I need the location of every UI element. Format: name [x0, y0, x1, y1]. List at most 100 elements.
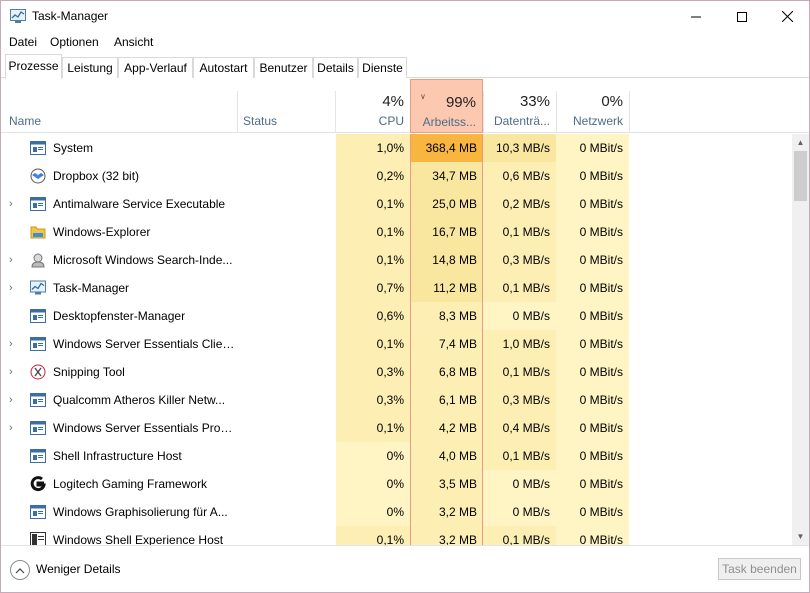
- cpu-total-percent: 4%: [382, 93, 404, 110]
- column-cpu[interactable]: 4% CPU: [336, 79, 410, 133]
- expand-chevron-icon[interactable]: ›: [9, 338, 13, 350]
- scroll-down-icon[interactable]: ▼: [796, 532, 805, 541]
- column-divider[interactable]: [556, 91, 557, 133]
- process-row[interactable]: › Windows Server Essentials Clien... 0,1% 7…: [1, 330, 792, 358]
- tab-prozesse[interactable]: Prozesse: [5, 54, 62, 79]
- disk-label: Datenträ...: [493, 114, 550, 128]
- process-disk-value: 10,3 MB/s: [483, 134, 556, 162]
- expand-chevron-icon[interactable]: ›: [9, 366, 13, 378]
- process-disk-value: 0 MB/s: [483, 470, 556, 498]
- close-button[interactable]: [764, 1, 809, 32]
- process-row[interactable]: › Task-Manager 0,7% 11,2 MB 0,1 MB/s 0 MBit/s: [1, 274, 792, 302]
- expand-chevron-icon[interactable]: ›: [9, 254, 13, 266]
- process-disk-value: 0,3 MB/s: [483, 386, 556, 414]
- memory-total-percent: 99%: [445, 94, 476, 111]
- process-disk-value: 0,6 MB/s: [483, 162, 556, 190]
- process-network-value: 0 MBit/s: [556, 358, 629, 386]
- process-name: Qualcomm Atheros Killer Netw...: [53, 393, 226, 407]
- process-name: Windows Shell Experience Host: [53, 533, 224, 545]
- expand-chevron-icon[interactable]: ›: [9, 198, 13, 210]
- process-row[interactable]: Windows-Explorer 0,1% 16,7 MB 0,1 MB/s 0 MBi…: [1, 218, 792, 246]
- process-list: System 1,0% 368,4 MB 10,3 MB/s 0 MBit/s Dropb…: [1, 134, 792, 545]
- maximize-icon: [737, 11, 747, 22]
- column-name[interactable]: Name: [9, 114, 42, 128]
- title-bar[interactable]: Task-Manager: [1, 1, 809, 32]
- process-row[interactable]: › Snipping Tool 0,3% 6,8 MB 0,1 MB/s 0 MBit/s: [1, 358, 792, 386]
- process-cpu-value: 0%: [336, 470, 410, 498]
- scroll-thumb[interactable]: [794, 151, 807, 201]
- menu-ansicht[interactable]: Ansicht: [114, 35, 154, 49]
- minimize-button[interactable]: [673, 1, 719, 32]
- process-row[interactable]: Logitech Gaming Framework 0% 3,5 MB 0 MB/s 0…: [1, 470, 792, 498]
- column-divider[interactable]: [629, 91, 630, 133]
- cpu-label: CPU: [378, 114, 404, 128]
- fewer-details-label[interactable]: Weniger Details: [36, 562, 121, 576]
- process-disk-value: 0,2 MB/s: [483, 190, 556, 218]
- sort-descending-icon: ∨: [420, 92, 426, 101]
- column-divider[interactable]: [483, 91, 484, 133]
- column-disk[interactable]: 33% Datenträ...: [483, 79, 556, 133]
- process-network-value: 0 MBit/s: [556, 386, 629, 414]
- process-row[interactable]: Desktopfenster-Manager 0,6% 8,3 MB 0 MB/s 0 …: [1, 302, 792, 330]
- task-manager-icon: [10, 9, 26, 23]
- scroll-up-icon[interactable]: ▲: [796, 138, 805, 147]
- column-network[interactable]: 0% Netzwerk: [556, 79, 629, 133]
- process-row[interactable]: › Antimalware Service Executable 0,1% 25,0 …: [1, 190, 792, 218]
- process-network-value: 0 MBit/s: [556, 330, 629, 358]
- column-divider[interactable]: [237, 91, 238, 133]
- fewer-details-button[interactable]: [10, 560, 30, 580]
- column-memory[interactable]: ∨ 99% Arbeitss...: [410, 79, 483, 133]
- expand-chevron-icon[interactable]: ›: [9, 394, 13, 406]
- process-network-value: 0 MBit/s: [556, 190, 629, 218]
- process-row[interactable]: › Qualcomm Atheros Killer Netw... 0,3% 6,1 …: [1, 386, 792, 414]
- menu-datei[interactable]: Datei: [9, 35, 38, 49]
- process-cpu-value: 0,2%: [336, 162, 410, 190]
- tab-benutzer[interactable]: Benutzer: [254, 57, 313, 78]
- process-cpu-value: 0%: [336, 442, 410, 470]
- process-name: Task-Manager: [53, 281, 130, 295]
- shell-host-icon: [30, 532, 46, 545]
- process-name: Microsoft Windows Search-Inde...: [53, 253, 233, 267]
- window-title: Task-Manager: [32, 9, 109, 23]
- process-network-value: 0 MBit/s: [556, 526, 629, 545]
- process-network-value: 0 MBit/s: [556, 162, 629, 190]
- tab-leistung[interactable]: Leistung: [62, 57, 118, 78]
- process-memory-value: 25,0 MB: [410, 190, 483, 218]
- process-disk-value: 0,1 MB/s: [483, 274, 556, 302]
- process-row[interactable]: Dropbox (32 bit) 0,2% 34,7 MB 0,6 MB/s 0 MBi…: [1, 162, 792, 190]
- tab-details[interactable]: Details: [313, 57, 358, 78]
- process-memory-value: 3,5 MB: [410, 470, 483, 498]
- expand-chevron-icon[interactable]: ›: [9, 282, 13, 294]
- process-row[interactable]: System 1,0% 368,4 MB 10,3 MB/s 0 MBit/s: [1, 134, 792, 162]
- menu-optionen[interactable]: Optionen: [50, 35, 99, 49]
- process-cpu-value: 0,1%: [336, 526, 410, 545]
- process-cpu-value: 0,6%: [336, 302, 410, 330]
- tab-autostart[interactable]: Autostart: [193, 57, 254, 78]
- process-memory-value: 368,4 MB: [410, 134, 483, 162]
- vertical-scrollbar[interactable]: ▲ ▼: [792, 134, 809, 545]
- expand-chevron-icon[interactable]: ›: [9, 422, 13, 434]
- disk-total-percent: 33%: [519, 93, 550, 110]
- process-row[interactable]: Windows Shell Experience Host 0,1% 3,2 MB 0…: [1, 526, 792, 545]
- window-app-icon: [30, 336, 46, 352]
- column-divider[interactable]: [335, 91, 336, 133]
- network-total-percent: 0%: [601, 93, 623, 110]
- process-memory-value: 11,2 MB: [410, 274, 483, 302]
- process-row[interactable]: Shell Infrastructure Host 0% 4,0 MB 0,1 MB/…: [1, 442, 792, 470]
- process-cpu-value: 0,7%: [336, 274, 410, 302]
- process-network-value: 0 MBit/s: [556, 218, 629, 246]
- process-name: Snipping Tool: [53, 365, 125, 379]
- process-cpu-value: 0,3%: [336, 386, 410, 414]
- tab-dienste[interactable]: Dienste: [358, 57, 407, 78]
- window-app-icon: [30, 504, 46, 520]
- column-status[interactable]: Status: [243, 114, 278, 128]
- column-header: Name Status 4% CPU ∨ 99% Arbeitss... 33%…: [1, 79, 809, 133]
- process-row[interactable]: › Windows Server Essentials Provi... 0,1% 4…: [1, 414, 792, 442]
- process-row[interactable]: Windows Graphisolierung für A... 0% 3,2 MB…: [1, 498, 792, 526]
- process-row[interactable]: › Microsoft Windows Search-Inde... 0,1% 14,…: [1, 246, 792, 274]
- maximize-button[interactable]: [719, 1, 765, 32]
- end-task-button[interactable]: Task beenden: [718, 558, 801, 580]
- process-cpu-value: 0,3%: [336, 358, 410, 386]
- tab-app-verlauf[interactable]: App-Verlauf: [118, 57, 193, 78]
- folder-icon: [30, 224, 46, 240]
